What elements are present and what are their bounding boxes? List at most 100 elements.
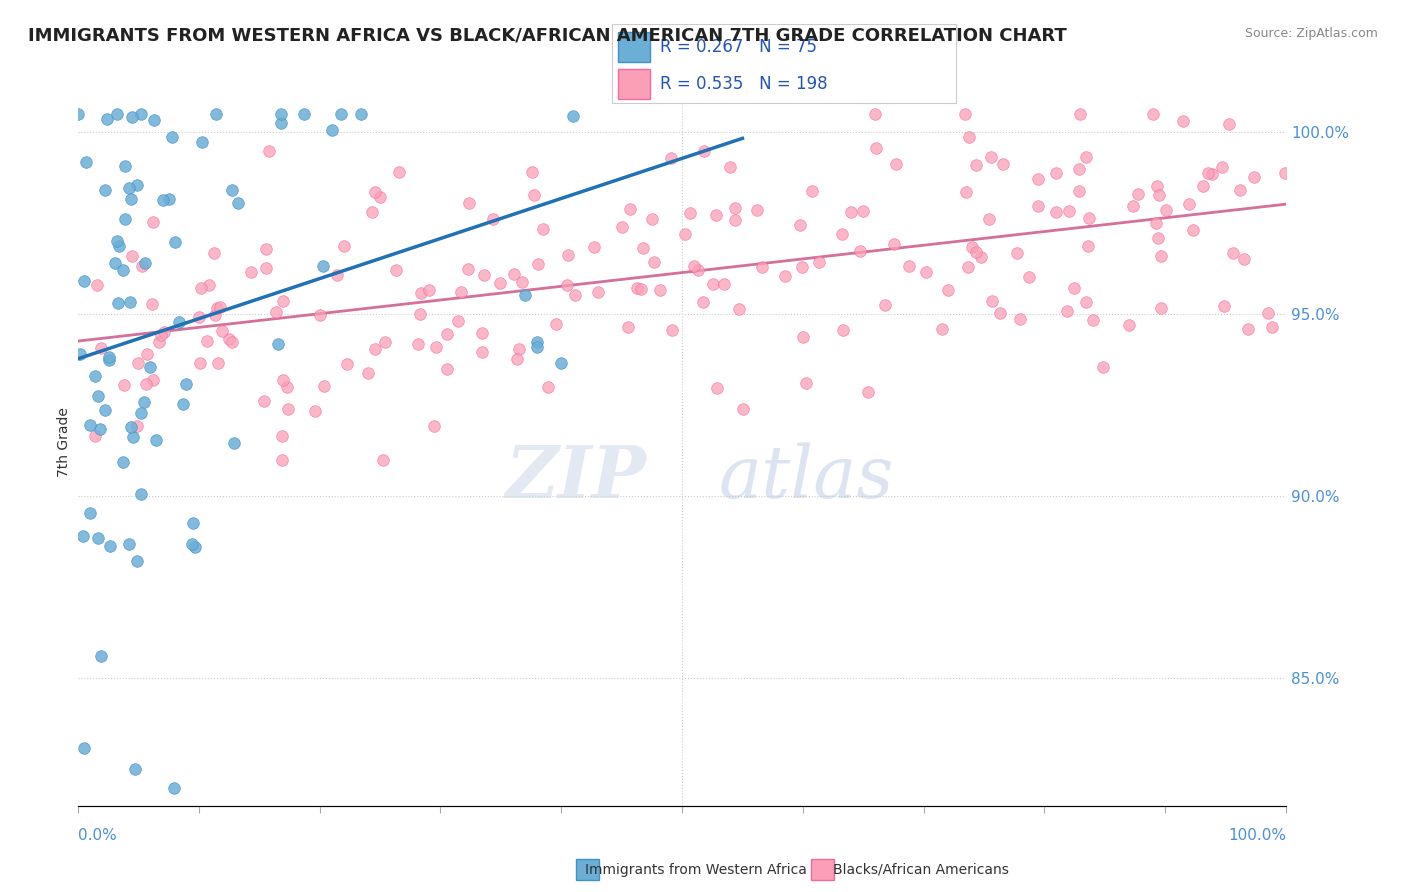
Point: [98, 539, 121, 553]
Point: [692, 295, 714, 310]
Text: atlas: atlas: [718, 442, 894, 513]
Point: [1222, 246, 1244, 260]
Point: [125, 178, 148, 192]
Point: [75, 155, 97, 169]
Point: [555, 277, 578, 292]
Point: [1201, 167, 1223, 181]
Point: [172, 396, 194, 410]
Point: [520, 164, 543, 178]
Point: [254, 261, 277, 276]
Point: [314, 378, 336, 392]
Point: [503, 268, 526, 282]
Point: [1067, 161, 1090, 176]
Point: [1229, 182, 1251, 196]
Text: Source: ZipAtlas.com: Source: ZipAtlas.com: [1244, 27, 1378, 40]
Point: [112, 455, 135, 469]
Point: [1146, 216, 1168, 230]
Point: [965, 158, 987, 172]
Point: [1069, 107, 1091, 121]
Point: [751, 260, 773, 274]
Point: [1026, 199, 1049, 213]
Point: [512, 275, 534, 289]
Point: [129, 486, 152, 500]
Point: [84, 369, 107, 384]
Point: [526, 256, 548, 270]
Point: [93, 183, 115, 197]
Point: [1233, 252, 1256, 267]
Point: [536, 380, 558, 394]
Point: [165, 235, 187, 250]
Point: [198, 278, 221, 293]
Point: [181, 537, 204, 551]
Point: [254, 242, 277, 256]
Point: [471, 345, 494, 359]
Point: [132, 394, 155, 409]
Text: IMMIGRANTS FROM WESTERN AFRICA VS BLACK/AFRICAN AMERICAN 7TH GRADE CORRELATION C: IMMIGRANTS FROM WESTERN AFRICA VS BLACK/…: [28, 27, 1067, 45]
Point: [1211, 160, 1233, 174]
Point: [800, 184, 823, 198]
Point: [489, 276, 512, 290]
Point: [105, 107, 128, 121]
Point: [898, 259, 921, 273]
Point: [661, 322, 683, 336]
Point: [86, 531, 108, 545]
Point: [373, 452, 395, 467]
Point: [134, 256, 156, 270]
Point: [204, 107, 226, 121]
Point: [1028, 172, 1050, 186]
Point: [702, 277, 724, 292]
Point: [1118, 318, 1140, 332]
Point: [849, 244, 872, 258]
Point: [693, 144, 716, 158]
Point: [457, 261, 479, 276]
Point: [98, 352, 121, 367]
Point: [1045, 204, 1067, 219]
Point: [955, 185, 977, 199]
Point: [312, 259, 335, 273]
Point: [839, 204, 862, 219]
Point: [991, 156, 1014, 170]
Text: Immigrants from Western Africa: Immigrants from Western Africa: [585, 863, 807, 877]
Point: [73, 274, 96, 288]
Point: [112, 377, 135, 392]
Point: [121, 110, 143, 124]
Point: [150, 328, 173, 343]
Point: [631, 241, 654, 255]
Point: [706, 208, 728, 222]
Point: [557, 248, 579, 262]
Point: [294, 107, 316, 121]
Point: [79, 418, 101, 433]
Point: [121, 249, 143, 263]
Point: [953, 107, 976, 121]
Point: [792, 260, 814, 275]
Point: [673, 227, 696, 242]
Point: [79, 506, 101, 520]
Point: [181, 516, 204, 530]
Point: [505, 352, 527, 367]
Point: [884, 156, 907, 170]
Point: [852, 204, 875, 219]
Point: [257, 144, 280, 158]
Point: [221, 183, 243, 197]
Point: [67, 107, 90, 121]
Point: [145, 433, 167, 447]
Point: [1069, 184, 1091, 198]
Point: [188, 357, 211, 371]
Point: [789, 218, 811, 232]
Point: [1122, 199, 1144, 213]
Point: [218, 332, 240, 346]
Point: [125, 418, 148, 433]
Point: [374, 334, 396, 349]
Point: [865, 141, 887, 155]
Point: [1171, 114, 1194, 128]
Point: [1213, 299, 1236, 313]
Point: [508, 342, 530, 356]
Text: R = 0.535   N = 198: R = 0.535 N = 198: [659, 75, 828, 93]
Point: [773, 269, 796, 284]
Point: [1150, 249, 1173, 263]
Point: [1218, 117, 1240, 131]
Point: [363, 185, 385, 199]
Point: [957, 129, 980, 144]
Point: [163, 780, 186, 795]
Point: [190, 281, 212, 295]
